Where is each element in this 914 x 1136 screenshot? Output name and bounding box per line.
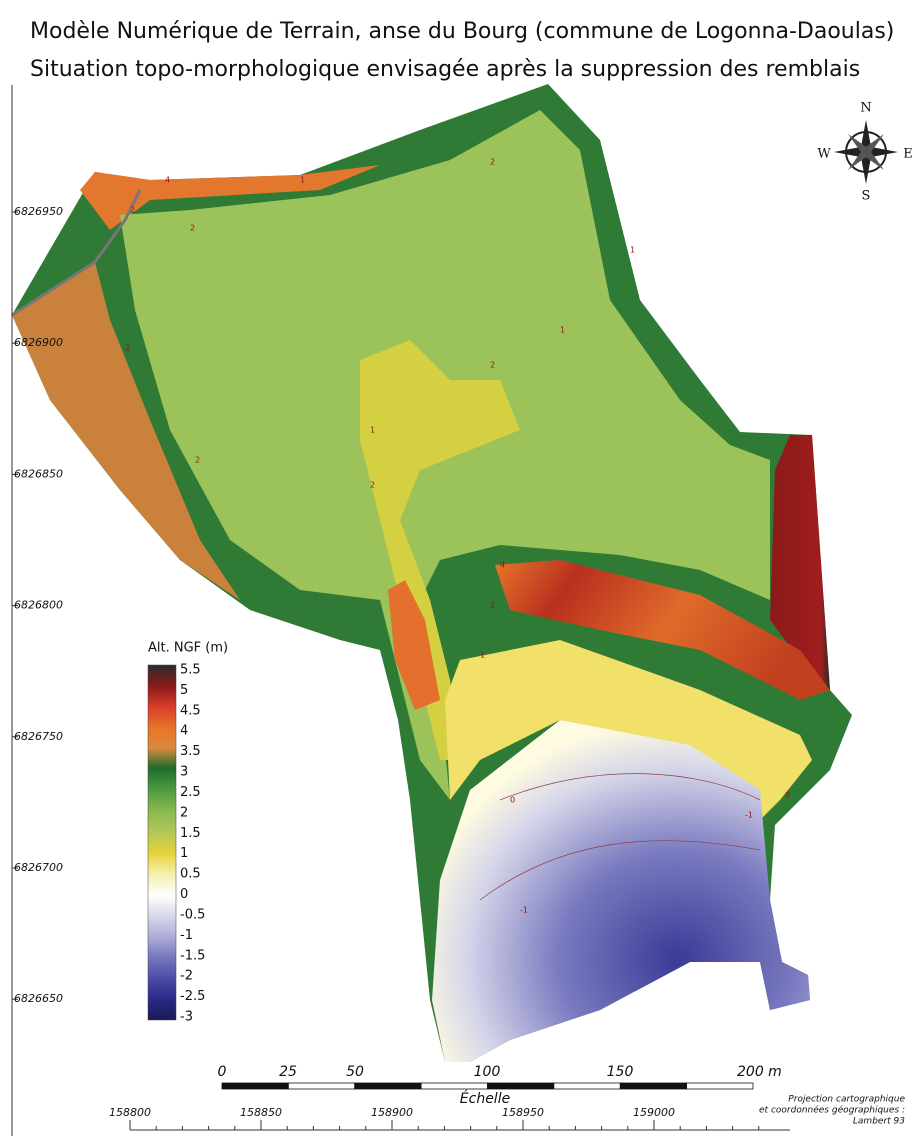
scale-segment xyxy=(221,1082,289,1090)
contour-label: 1 xyxy=(300,176,305,185)
legend-label: 1.5 xyxy=(180,826,201,841)
compass-star xyxy=(848,134,884,170)
low-plain xyxy=(360,340,520,760)
south-spur xyxy=(388,580,440,710)
legend-label: 2.5 xyxy=(180,785,201,800)
x-coordinate: 158800 xyxy=(109,1106,151,1119)
contour-label: 1 xyxy=(630,246,635,255)
contour-label: 2 xyxy=(490,361,495,370)
east-ridge xyxy=(770,435,830,690)
scale-caption: Échelle xyxy=(460,1090,510,1107)
x-coordinate: 158900 xyxy=(371,1106,413,1119)
compass-n: N xyxy=(860,101,871,116)
legend-label: 3.5 xyxy=(180,744,201,759)
y-coordinate: 6826850 xyxy=(14,467,63,480)
scale-label: 200 m xyxy=(737,1064,782,1080)
legend-label: -3 xyxy=(180,1010,193,1025)
y-coordinate: 6826700 xyxy=(14,861,63,874)
compass-w: W xyxy=(817,147,831,162)
legend-label: 0.5 xyxy=(180,867,201,882)
compass-e: E xyxy=(903,147,913,162)
legend-ramp xyxy=(147,664,177,1021)
west-bank xyxy=(12,262,240,600)
legend-label: 4 xyxy=(180,724,188,739)
legend-title: Alt. NGF (m) xyxy=(148,641,228,656)
scale-segment xyxy=(487,1082,555,1090)
scale-label: 150 xyxy=(607,1064,634,1080)
legend-label: -1.5 xyxy=(180,948,205,963)
scale-label: 25 xyxy=(279,1064,297,1080)
scale-label: 0 xyxy=(218,1064,227,1080)
y-coordinate: 6826950 xyxy=(14,205,63,218)
y-coordinate: 6826650 xyxy=(14,992,63,1005)
legend-label: 0 xyxy=(180,887,188,902)
contour-label: 1 xyxy=(480,651,485,660)
x-coordinate: 159000 xyxy=(633,1106,675,1119)
contour-label: 2 xyxy=(490,601,495,610)
compass-s: S xyxy=(862,189,871,204)
contour-label: -1 xyxy=(745,811,753,820)
contour-label: 1 xyxy=(370,426,375,435)
contour-label: 1 xyxy=(560,326,565,335)
contour-label: 2 xyxy=(490,158,495,167)
central-spur xyxy=(495,560,830,700)
legend-label: 1 xyxy=(180,846,188,861)
contour xyxy=(479,840,761,901)
legend-label: 5 xyxy=(180,683,188,698)
title-line: Modèle Numérique de Terrain, anse du Bou… xyxy=(30,19,894,44)
legend-label: -1 xyxy=(180,928,193,943)
legend-label: -0.5 xyxy=(180,907,205,922)
contour-label: 4 xyxy=(500,561,505,570)
scale-label: 100 xyxy=(474,1064,501,1080)
projection-note: Lambert 93 xyxy=(853,1117,905,1127)
scale-segment xyxy=(686,1082,754,1090)
y-coordinate: 6826750 xyxy=(14,730,63,743)
y-coordinate: 6826800 xyxy=(14,599,63,612)
legend-label: 2 xyxy=(180,805,188,820)
contour-label: 2 xyxy=(370,481,375,490)
basin xyxy=(432,720,810,1062)
contour xyxy=(499,773,761,801)
contour-label: 2 xyxy=(125,344,130,353)
legend-label: -2 xyxy=(180,969,193,984)
road xyxy=(11,189,142,317)
scale-segment xyxy=(287,1082,356,1090)
north-bank xyxy=(80,165,380,230)
x-coordinate: 158950 xyxy=(502,1106,544,1119)
contour-label: 2 xyxy=(195,456,200,465)
contour-label: -1 xyxy=(520,906,528,915)
legend-label: 4.5 xyxy=(180,703,201,718)
contour-label: 0 xyxy=(510,796,515,805)
contour-label: 4 xyxy=(165,176,170,185)
subtitle-line: Situation topo-morphologique envisagée a… xyxy=(30,57,860,82)
compass: N S E W xyxy=(817,101,912,204)
contour-label: 2 xyxy=(130,206,135,215)
scale-segment xyxy=(420,1082,488,1090)
scale-label: 50 xyxy=(346,1064,364,1080)
legend-label: 5.5 xyxy=(180,663,201,678)
legend-label: -2.5 xyxy=(180,989,205,1004)
y-coordinate: 6826900 xyxy=(14,336,63,349)
scale-segment xyxy=(553,1082,621,1090)
contour-label: 0 xyxy=(785,791,790,800)
legend-label: 3 xyxy=(180,765,188,780)
scale-segment xyxy=(354,1082,422,1090)
contour-label: 2 xyxy=(190,224,195,233)
projection-note: Projection cartographique xyxy=(788,1095,905,1105)
x-coordinate: 158850 xyxy=(240,1106,282,1119)
terrain xyxy=(11,84,852,1062)
projection-note: et coordonnées géographiques : xyxy=(759,1105,905,1116)
scale-segment xyxy=(619,1082,688,1090)
